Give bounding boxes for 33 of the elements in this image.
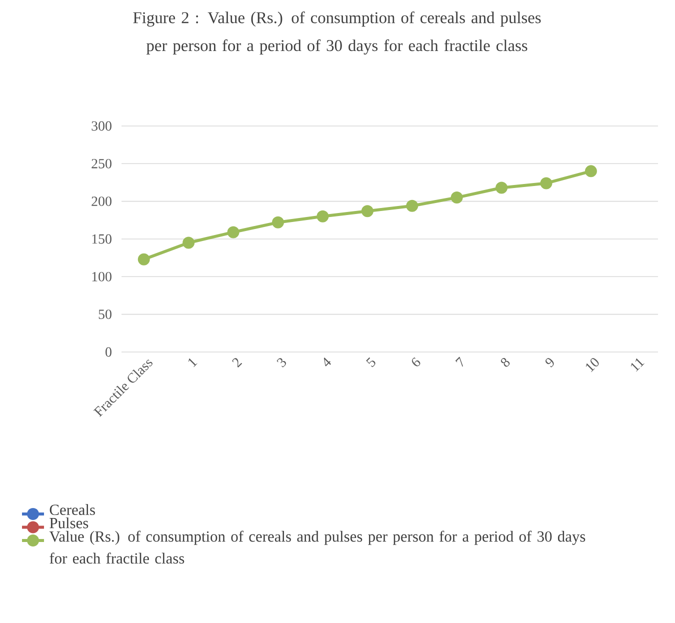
y-tick-label: 250 xyxy=(92,158,112,168)
y-tick-label: 150 xyxy=(92,234,112,244)
x-tick-label: 10 xyxy=(586,358,599,372)
point xyxy=(227,226,240,238)
x-tick-label: 9 xyxy=(546,358,554,368)
point xyxy=(361,205,374,218)
x-tick-label: 2 xyxy=(232,358,242,368)
y-tick-label: 300 xyxy=(92,121,112,131)
point xyxy=(584,165,597,178)
x-tick-label: 11 xyxy=(630,358,644,372)
legend-label: Cereals xyxy=(50,504,95,516)
x-tick-label: 8 xyxy=(500,358,510,367)
x-tick-label: 5 xyxy=(366,357,376,368)
y-tick-label: 0 xyxy=(106,347,112,357)
point xyxy=(316,210,329,222)
chart-title: Figure 2 : Value (Rs.) of consumption of cereals and pulses per person for a period of 30 days for each fractile class xyxy=(133,12,541,55)
legend-label: Pulses xyxy=(50,517,88,528)
point xyxy=(406,200,418,212)
point xyxy=(540,177,552,190)
x-tick-label: 7 xyxy=(455,356,463,367)
point xyxy=(138,253,150,266)
x-tick-label: 4 xyxy=(324,358,331,366)
x-tick-label: 1 xyxy=(188,358,198,368)
point xyxy=(496,182,508,194)
point xyxy=(182,236,195,249)
legend-label: Value (Rs.) of consumption of cereals and pulses per person for a period of 30 days for each fractile class xyxy=(49,530,586,564)
y-tick-label: 100 xyxy=(92,272,112,282)
point xyxy=(450,192,463,204)
y-tick-label: 50 xyxy=(98,310,112,320)
y-tick-label: 200 xyxy=(92,196,112,206)
x-tick-label: 6 xyxy=(412,357,420,366)
point xyxy=(272,216,284,228)
x-tick-label: 3 xyxy=(276,358,286,368)
